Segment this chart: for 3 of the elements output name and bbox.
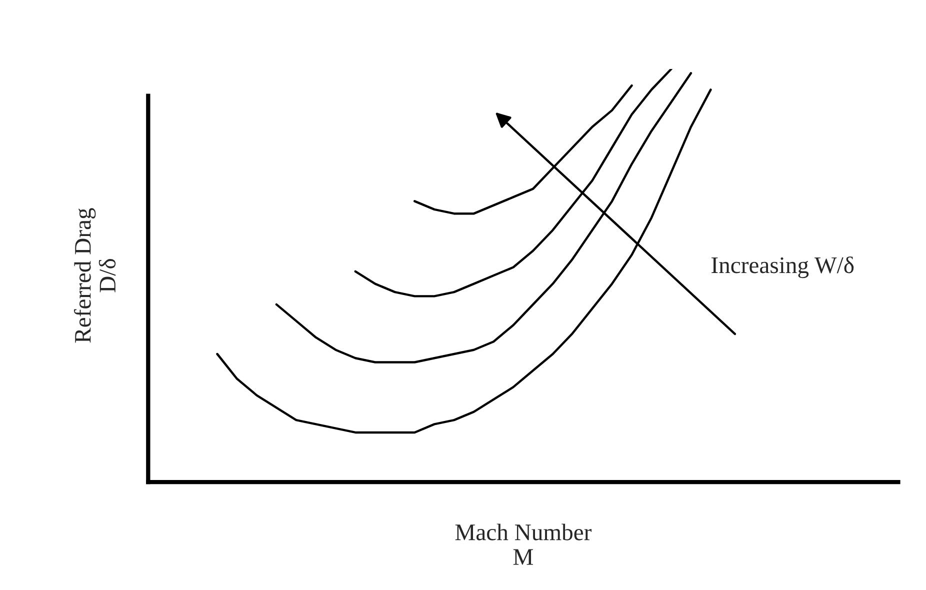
y-axis-title: Referred Drag D/δ — [74, 208, 116, 343]
x-axis-title: Mach Number M — [455, 524, 592, 565]
annotation: Increasing W/δ — [712, 256, 854, 278]
